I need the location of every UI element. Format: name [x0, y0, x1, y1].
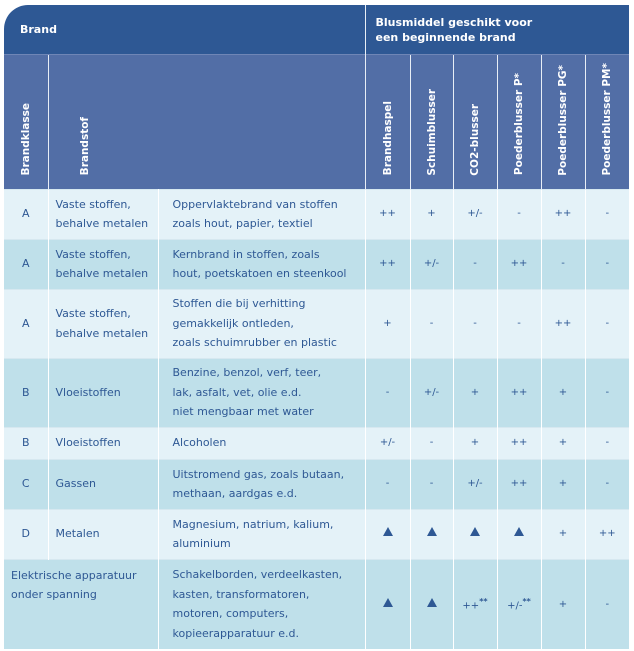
- rating-cell: -: [584, 358, 630, 428]
- rating-cell: +: [540, 459, 585, 510]
- rating-cell: ++**: [452, 559, 497, 650]
- rating-cell: +/-: [409, 239, 453, 290]
- rating-cell: -: [496, 289, 541, 359]
- rating-cell: -: [364, 358, 410, 428]
- rating-cell: [364, 509, 410, 560]
- rating-cell: -: [584, 289, 630, 359]
- table-row: D Metalen Magnesium, natrium, kalium, alumi…: [4, 509, 630, 560]
- table-row: A Vaste stoffen, behalve metalen Oppervlakt…: [4, 189, 630, 240]
- rating-cell: [496, 509, 541, 560]
- rating-cell: -: [584, 427, 630, 460]
- rating-cell: -: [409, 427, 453, 460]
- brandklasse-cell: A: [4, 239, 48, 290]
- col-poederblusser-pm: Poederblusser PM*: [584, 54, 630, 190]
- brandstof-cell: Gassen: [47, 459, 158, 510]
- rating-cell: -: [584, 239, 630, 290]
- rating-cell: -: [584, 559, 630, 650]
- brandstof-cell: Elektrische apparatuur onder spanning: [4, 559, 158, 650]
- rating-cell: ++: [496, 239, 541, 290]
- rating-cell: +/-: [452, 459, 497, 510]
- table-row: A Vaste stoffen, behalve metalen Kernbrand …: [4, 239, 630, 290]
- table-row: B Vloeistoffen Benzine, benzol, verf, teer…: [4, 358, 630, 428]
- brandstof-cell: Vaste stoffen, behalve metalen: [47, 239, 158, 290]
- brandklasse-cell: A: [4, 289, 48, 359]
- col-poederblusser-pg: Poederblusser PG*: [540, 54, 585, 190]
- table-row: Elektrische apparatuur onder spanning Scha…: [4, 559, 630, 650]
- brandstof-cell: Vaste stoffen, behalve metalen: [47, 289, 158, 359]
- rating-cell: -: [409, 289, 453, 359]
- omschrijving-cell: Benzine, benzol, verf, teer, lak, asfalt,…: [157, 358, 365, 428]
- rating-cell: +: [540, 559, 585, 650]
- rating-cell: [452, 509, 497, 560]
- rating-cell: -: [584, 189, 630, 240]
- omschrijving-cell: Stoffen die bij verhitting gemakkelijk on…: [157, 289, 365, 359]
- brandstof-cell: Vaste stoffen, behalve metalen: [47, 189, 158, 240]
- omschrijving-cell: Magnesium, natrium, kalium, aluminium: [157, 509, 365, 560]
- rating-cell: -: [364, 459, 410, 510]
- brand-header: Brand: [4, 5, 365, 55]
- rating-cell: +: [364, 289, 410, 359]
- rating-cell: [409, 559, 453, 650]
- col-co2-blusser: CO2-blusser: [452, 54, 497, 190]
- rating-cell: -: [540, 239, 585, 290]
- rating-cell: -: [452, 239, 497, 290]
- col-brandklasse: Brandklasse: [4, 54, 48, 190]
- triangle-icon: [426, 597, 437, 607]
- rating-cell: +: [452, 427, 497, 460]
- rating-cell: +: [540, 509, 585, 560]
- triangle-icon: [382, 597, 393, 607]
- rating-cell: +/-: [409, 358, 453, 428]
- rating-cell: ++: [364, 189, 410, 240]
- col-brandhaspel: Brandhaspel: [364, 54, 410, 190]
- rating-cell: +: [540, 358, 585, 428]
- brandklasse-cell: C: [4, 459, 48, 510]
- rating-cell: +/-: [452, 189, 497, 240]
- rating-cell: [364, 559, 410, 650]
- blusmiddel-header: Blusmiddel geschikt voor een beginnende b…: [364, 5, 630, 55]
- rating-cell: [409, 509, 453, 560]
- rating-cell: ++: [584, 509, 630, 560]
- table-row: A Vaste stoffen, behalve metalen Stoffen di…: [4, 289, 630, 359]
- brandstof-cell: Vloeistoffen: [47, 427, 158, 460]
- rating-cell: ++: [496, 459, 541, 510]
- omschrijving-cell: Kernbrand in stoffen, zoals hout, poetska…: [157, 239, 365, 290]
- rating-cell: ++: [496, 358, 541, 428]
- col-schuimblusser: Schuimblusser: [409, 54, 453, 190]
- table-row: C Gassen Uitstromend gas, zoals butaan, met…: [4, 459, 630, 510]
- table-row: B Vloeistoffen Alcoholen +/- - + ++ + -: [4, 427, 630, 460]
- rating-cell: -: [496, 189, 541, 240]
- brandstof-cell: Metalen: [47, 509, 158, 560]
- rating-cell: +/-**: [496, 559, 541, 650]
- triangle-icon: [382, 527, 393, 537]
- rating-cell: +/-: [364, 427, 410, 460]
- triangle-icon: [514, 527, 524, 537]
- rating-cell: -: [452, 289, 497, 359]
- brandklasse-cell: A: [4, 189, 48, 240]
- rating-cell: +: [409, 189, 453, 240]
- rating-cell: -: [409, 459, 453, 510]
- omschrijving-cell: Schakelborden, verdeelkasten, kasten, tra…: [157, 559, 365, 650]
- triangle-icon: [470, 527, 480, 537]
- fire-extinguisher-table: Brand Blusmiddel geschikt voor een beginn…: [4, 5, 630, 650]
- brandklasse-cell: D: [4, 509, 48, 560]
- col-poederblusser-p: Poederblusser P*: [496, 54, 541, 190]
- rating-cell: ++: [540, 289, 585, 359]
- rating-cell: ++: [496, 427, 541, 460]
- rating-cell: +: [452, 358, 497, 428]
- brandklasse-cell: B: [4, 427, 48, 460]
- col-brandstof: Brandstof: [47, 54, 365, 190]
- triangle-icon: [426, 527, 437, 537]
- omschrijving-cell: Alcoholen: [157, 427, 365, 460]
- brandklasse-cell: B: [4, 358, 48, 428]
- rating-cell: +: [540, 427, 585, 460]
- rating-cell: -: [584, 459, 630, 510]
- rating-cell: ++: [364, 239, 410, 290]
- omschrijving-cell: Oppervlaktebrand van stoffen zoals hout, …: [157, 189, 365, 240]
- rating-cell: ++: [540, 189, 585, 240]
- omschrijving-cell: Uitstromend gas, zoals butaan, methaan, a…: [157, 459, 365, 510]
- brandstof-cell: Vloeistoffen: [47, 358, 158, 428]
